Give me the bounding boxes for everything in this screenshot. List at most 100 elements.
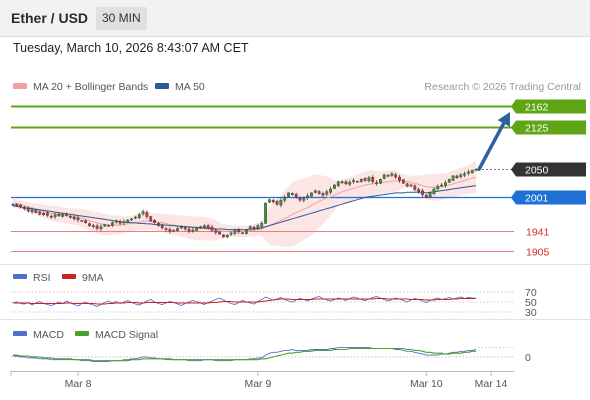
candle xyxy=(306,193,310,200)
candle-body xyxy=(206,225,210,229)
candle xyxy=(195,227,199,232)
candle xyxy=(42,211,45,217)
candle-body xyxy=(432,188,436,194)
level-tag-pointer-2050 xyxy=(511,162,516,177)
bollinger-band xyxy=(12,160,477,248)
candle xyxy=(80,219,84,222)
candle-body xyxy=(11,203,15,206)
candle xyxy=(99,224,103,232)
candle xyxy=(164,226,168,232)
candle-body xyxy=(45,212,49,216)
candle xyxy=(302,196,306,203)
candle-body xyxy=(379,179,382,184)
candle-body xyxy=(421,190,424,195)
candle-body xyxy=(23,207,26,209)
legend-macd-label: MACD xyxy=(33,329,64,341)
candle-body xyxy=(233,230,237,234)
candle-body xyxy=(428,192,432,198)
candle-body xyxy=(283,197,287,201)
candle-body xyxy=(126,219,130,223)
candle xyxy=(467,169,470,176)
candle-body xyxy=(264,202,267,224)
ma50-line xyxy=(12,185,477,231)
price-level-labels: 2162 2125 2050 2001 1941 1905 xyxy=(511,99,586,259)
candle-body xyxy=(271,199,275,203)
candle-body xyxy=(440,184,444,187)
chart-datetime: Tuesday, March 10, 2026 8:43:07 AM CET xyxy=(13,41,249,55)
candle-body xyxy=(245,229,248,234)
macd-guides: 0 xyxy=(11,347,531,364)
candle xyxy=(470,169,474,174)
candle-body xyxy=(417,189,421,192)
legend-macd-swatch xyxy=(13,331,27,336)
candle xyxy=(401,178,405,184)
candle xyxy=(30,207,34,215)
candle-body xyxy=(371,177,375,182)
candle-body xyxy=(130,218,133,221)
candle xyxy=(23,205,26,211)
candle-body xyxy=(26,208,30,212)
rsi-lines xyxy=(12,296,477,307)
candle xyxy=(145,210,149,219)
legend-rsi-ma-swatch xyxy=(62,274,76,279)
candle xyxy=(233,228,237,236)
candle xyxy=(15,203,19,207)
candle-body xyxy=(49,216,53,218)
candle xyxy=(260,220,264,229)
candle-body xyxy=(356,181,359,183)
candle-body xyxy=(436,185,440,190)
candle xyxy=(451,174,455,182)
candle xyxy=(95,223,99,231)
candle xyxy=(149,215,153,222)
candle-body xyxy=(137,214,141,218)
candle-body xyxy=(149,216,153,222)
candle-body xyxy=(222,234,225,238)
candle-body xyxy=(107,225,110,227)
macd-signal-line xyxy=(12,347,477,362)
candle-body xyxy=(68,216,72,218)
macd-lines xyxy=(12,347,477,363)
candles xyxy=(11,168,478,239)
candle-body xyxy=(91,225,95,227)
copyright-label: Research © 2026 Trading Central xyxy=(424,81,581,93)
candle-body xyxy=(176,228,179,231)
candle xyxy=(160,223,164,230)
candle xyxy=(413,184,417,192)
candle xyxy=(321,191,325,197)
candle xyxy=(432,187,436,196)
candle xyxy=(38,210,42,216)
candle xyxy=(359,178,363,183)
candle xyxy=(371,175,375,184)
candle xyxy=(172,229,176,232)
candle xyxy=(367,175,371,183)
candle-body xyxy=(260,223,264,227)
interval-button[interactable]: 30 MIN xyxy=(96,7,147,30)
level-tag-2125 xyxy=(516,120,586,135)
candle-body xyxy=(111,222,114,226)
legend-ma50-label: MA 50 xyxy=(175,81,205,93)
candle-body xyxy=(333,184,336,189)
candle-body xyxy=(348,181,352,185)
candle xyxy=(126,219,130,224)
candle xyxy=(199,225,202,229)
candle-body xyxy=(290,193,294,195)
candle xyxy=(390,172,394,178)
pair-title: Ether / USD xyxy=(11,10,89,26)
candle xyxy=(19,203,22,209)
candle-body xyxy=(134,216,137,219)
candle-body xyxy=(156,223,160,226)
candle-body xyxy=(375,182,378,184)
candle-body xyxy=(218,231,222,235)
target-arrow-head xyxy=(497,112,510,127)
candle xyxy=(271,198,275,204)
candle-body xyxy=(95,225,99,229)
level-tag-2001 xyxy=(516,190,586,205)
candle xyxy=(65,212,68,217)
candle-body xyxy=(447,179,451,183)
candle-body xyxy=(122,221,126,224)
candle xyxy=(363,177,367,182)
rsi-tick-label: 70 xyxy=(525,287,537,299)
candle-body xyxy=(145,212,149,217)
time-tick-label: Mar 10 xyxy=(410,378,443,390)
